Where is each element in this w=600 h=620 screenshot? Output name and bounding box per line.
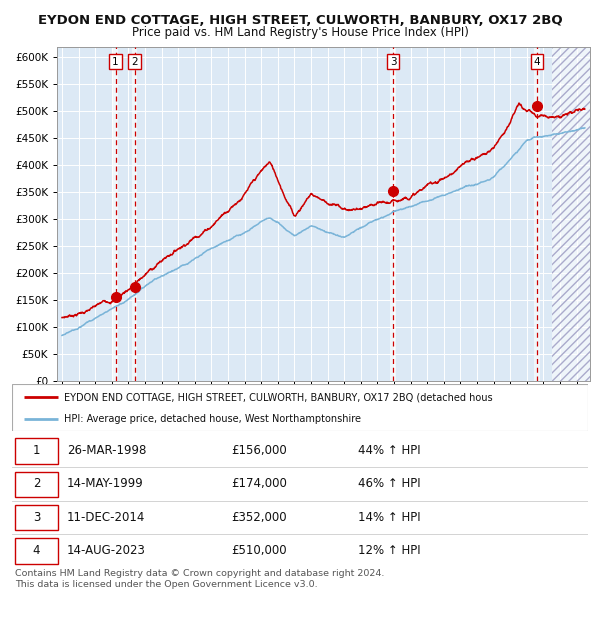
FancyBboxPatch shape	[15, 472, 58, 497]
Text: 26-MAR-1998: 26-MAR-1998	[67, 444, 146, 457]
Text: 14% ↑ HPI: 14% ↑ HPI	[358, 511, 420, 524]
Bar	[390, 46, 396, 381]
Text: 44% ↑ HPI: 44% ↑ HPI	[358, 444, 420, 457]
Text: 4: 4	[534, 56, 541, 66]
Text: EYDON END COTTAGE, HIGH STREET, CULWORTH, BANBURY, OX17 2BQ: EYDON END COTTAGE, HIGH STREET, CULWORTH…	[38, 14, 562, 27]
Text: 1: 1	[112, 56, 119, 66]
Text: £510,000: £510,000	[231, 544, 287, 557]
Bar	[551, 46, 590, 381]
FancyBboxPatch shape	[15, 505, 58, 530]
Text: 14-MAY-1999: 14-MAY-1999	[67, 477, 143, 490]
Text: HPI: Average price, detached house, West Northamptonshire: HPI: Average price, detached house, West…	[64, 414, 361, 424]
FancyBboxPatch shape	[15, 438, 58, 464]
Text: 2: 2	[131, 56, 138, 66]
Text: £352,000: £352,000	[231, 511, 287, 524]
Text: 4: 4	[33, 544, 40, 557]
Text: Contains HM Land Registry data © Crown copyright and database right 2024.
This d: Contains HM Land Registry data © Crown c…	[15, 569, 385, 588]
Text: 11-DEC-2014: 11-DEC-2014	[67, 511, 145, 524]
Text: 3: 3	[33, 511, 40, 524]
FancyBboxPatch shape	[12, 384, 588, 431]
Text: £174,000: £174,000	[231, 477, 287, 490]
Bar	[131, 46, 137, 381]
Bar	[534, 46, 540, 381]
Text: 14-AUG-2023: 14-AUG-2023	[67, 544, 146, 557]
Text: 12% ↑ HPI: 12% ↑ HPI	[358, 544, 420, 557]
Text: 46% ↑ HPI: 46% ↑ HPI	[358, 477, 420, 490]
Bar	[113, 46, 118, 381]
Text: 1: 1	[33, 444, 40, 457]
Text: Price paid vs. HM Land Registry's House Price Index (HPI): Price paid vs. HM Land Registry's House …	[131, 26, 469, 39]
Text: 3: 3	[390, 56, 397, 66]
Text: EYDON END COTTAGE, HIGH STREET, CULWORTH, BANBURY, OX17 2BQ (detached hous: EYDON END COTTAGE, HIGH STREET, CULWORTH…	[64, 392, 493, 402]
Text: 2: 2	[33, 477, 40, 490]
Text: £156,000: £156,000	[231, 444, 287, 457]
FancyBboxPatch shape	[15, 538, 58, 564]
